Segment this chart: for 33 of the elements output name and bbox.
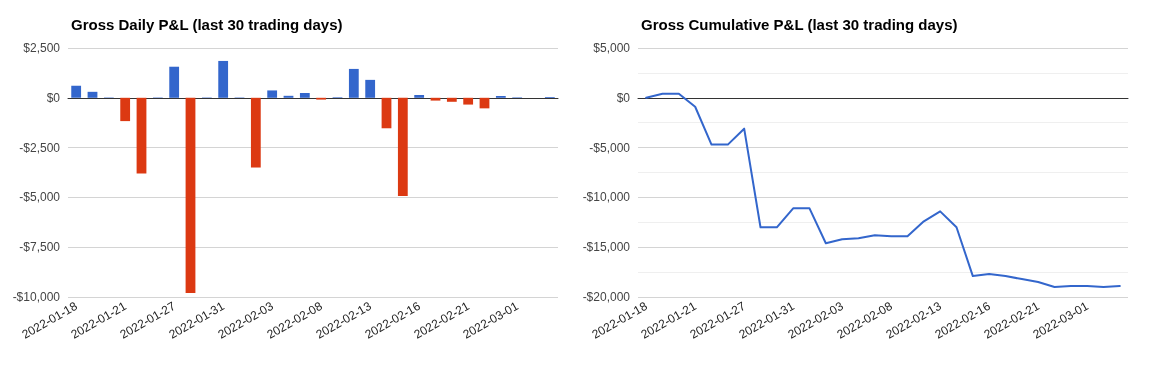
y-tick-label: -$20,000 [582,290,631,304]
bar [348,68,359,98]
y-tick-label: $5,000 [593,41,631,55]
bar [250,97,261,168]
bar [185,97,196,294]
y-tick-label: -$5,000 [19,190,61,205]
y-tick-label: $0 [616,90,631,105]
bar [463,97,474,105]
line-series [645,92,1121,289]
bar [365,79,376,98]
bar [446,97,457,102]
bar [414,95,425,98]
y-tick-label: -$10,000 [12,290,61,304]
y-tick-label: -$2,500 [19,140,61,155]
bar [87,91,98,98]
bar [267,90,278,98]
y-tick-label: $2,500 [23,41,61,55]
chart-title: Gross Cumulative P&L (last 30 trading days) [641,16,958,33]
bar [120,97,131,122]
bar [71,85,82,98]
y-tick-label: -$7,500 [19,240,61,255]
bar [381,97,392,129]
bar [218,60,229,98]
y-tick-label: -$10,000 [582,190,631,205]
bar [136,97,147,174]
bar [430,97,441,101]
chart-title: Gross Daily P&L (last 30 trading days) [71,16,343,33]
y-tick-label: -$15,000 [582,240,631,255]
y-tick-label: -$5,000 [589,140,631,155]
bar [299,93,310,98]
bar [397,97,408,197]
bar [169,66,180,98]
y-tick-label: $0 [46,90,61,105]
